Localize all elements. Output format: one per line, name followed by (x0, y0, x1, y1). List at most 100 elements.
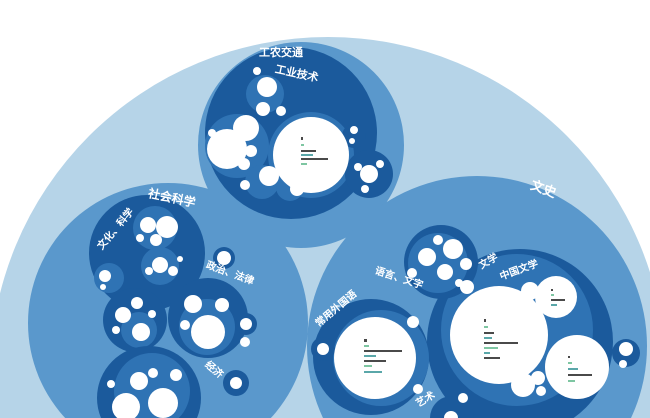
gongye-leaf-c[interactable] (257, 77, 277, 97)
zhongguo-bar-3 (484, 332, 494, 334)
gongye-leaf-o[interactable] (349, 138, 355, 144)
gongye-leaf-n[interactable] (350, 126, 358, 134)
zhongguo-b-bar-3 (551, 299, 565, 301)
changyong-bar-4 (364, 355, 376, 357)
shehui-leaf-w[interactable] (148, 388, 178, 418)
gongye-leaf-g[interactable] (245, 145, 257, 157)
zhongguo-leaf-h[interactable] (536, 386, 546, 396)
gongye-bar-3 (301, 150, 316, 152)
shehui-leaf-y[interactable] (130, 372, 148, 390)
changyong-bar-1 (364, 339, 367, 342)
zhongguo-bar-1 (484, 319, 486, 322)
gongye-leaf-d[interactable] (256, 102, 270, 116)
gongye-leaf-f[interactable] (238, 158, 250, 170)
zhongguo-leaf-big[interactable] (450, 286, 548, 384)
zhongguo-c-bar-2 (568, 362, 572, 364)
shehui-leaf-zc[interactable] (107, 380, 115, 388)
shehui-leaf-k[interactable] (191, 315, 225, 349)
shehui-leaf-v[interactable] (148, 310, 156, 318)
shehui-leaf-e[interactable] (152, 257, 168, 273)
zhongguo-c-bar-1 (568, 356, 570, 358)
gongye-bar-6 (301, 163, 307, 165)
yuyan-leaf-a[interactable] (443, 239, 463, 259)
gongye-bar-5 (301, 158, 328, 160)
zhongguo-leaf-f[interactable] (531, 371, 545, 385)
gongye-leaf-e[interactable] (259, 166, 279, 186)
zhongguo-bar-7 (484, 352, 490, 354)
zhongguo-c-bar-5 (568, 380, 575, 382)
yuyan-leaf-g[interactable] (455, 279, 463, 287)
zhongguo-leaf-e[interactable] (511, 373, 535, 397)
gongye-leaf-a[interactable] (207, 129, 247, 169)
group-shehui: 社会科学 文化、科学 政治、法律 经济 (28, 183, 308, 418)
gongye-leaf-i[interactable] (240, 180, 250, 190)
shehui-leaf-h[interactable] (177, 256, 183, 262)
zhongguo-leaf-g[interactable] (460, 280, 474, 294)
wenshi-leaf-right-2[interactable] (619, 360, 627, 368)
zhongguo-leaf-c[interactable] (545, 335, 609, 399)
gongye-leaf-b[interactable] (233, 115, 259, 141)
gongye-leaf-l[interactable] (376, 160, 384, 168)
gongye-leaf-p[interactable] (276, 106, 286, 116)
group-wenshi: 文史 语言、文字 常用外国语 文学 中国文学 艺术 (307, 176, 647, 418)
changyong-bar-3 (364, 350, 402, 352)
yuyan-leaf-d[interactable] (460, 258, 472, 270)
wenshi-leaf-right[interactable] (619, 342, 633, 356)
shehui-leaf-za[interactable] (148, 368, 158, 378)
shehui-leaf-g[interactable] (145, 267, 153, 275)
group-gongnong: 工农交通 工业技术 (198, 42, 404, 248)
shehui-leaf-q[interactable] (240, 337, 250, 347)
zhongguo-bar-8 (484, 357, 500, 359)
shehui-leaf-c[interactable] (150, 234, 162, 246)
zhongguo-b-bar-4 (551, 304, 557, 306)
shehui-leaf-f[interactable] (168, 266, 178, 276)
yuyan-leaf-b[interactable] (418, 248, 436, 266)
shehui-leaf-p[interactable] (240, 318, 252, 330)
shehui-leaf-u[interactable] (112, 326, 120, 334)
gongye-bar-1 (301, 137, 303, 140)
gongye-leaf-k[interactable] (354, 163, 362, 171)
shehui-leaf-r[interactable] (132, 323, 150, 341)
changyong-leaf-big[interactable] (334, 317, 416, 399)
shehui-leaf-i[interactable] (99, 270, 111, 282)
gongye-side-group-2[interactable] (342, 124, 366, 148)
changyong-bar-5 (364, 360, 386, 362)
zhongguo-leaf-d[interactable] (521, 282, 539, 300)
shehui-leaf-z[interactable] (170, 369, 182, 381)
changyong-leaf-b[interactable] (407, 316, 419, 328)
shehui-leaf-m[interactable] (215, 298, 229, 312)
shehui-leaf-l[interactable] (184, 295, 202, 313)
zhongguo-bar-6 (484, 347, 498, 349)
zhongguo-b-bar-1 (551, 289, 553, 291)
zhongguo-bar-5 (484, 342, 518, 344)
changyong-bar-2 (364, 345, 369, 347)
shehui-leaf-a[interactable] (156, 216, 178, 238)
wenshi-leaf-left[interactable] (317, 343, 329, 355)
yishu-leaf[interactable] (444, 411, 458, 418)
shehui-leaf-d[interactable] (136, 234, 144, 242)
shehui-leaf-o[interactable] (217, 251, 231, 265)
shehui-leaf-x[interactable] (112, 393, 140, 418)
yuyan-leaf-c[interactable] (437, 264, 453, 280)
shehui-leaf-j[interactable] (100, 284, 106, 290)
shehui-leaf-b[interactable] (140, 217, 156, 233)
shehui-leaf-zb[interactable] (230, 377, 242, 389)
gongye-leaf-j[interactable] (360, 165, 378, 183)
yuyan-leaf-e[interactable] (407, 268, 417, 278)
changyong-bar-6 (364, 365, 372, 367)
gongye-leaf-r[interactable] (208, 129, 216, 137)
shehui-leaf-t[interactable] (131, 297, 143, 309)
yuyan-leaf-f[interactable] (433, 235, 443, 245)
zhongguo-leaf-b[interactable] (535, 276, 577, 318)
gongye-leaf-m[interactable] (361, 185, 369, 193)
gongye-leaf-h[interactable] (290, 182, 304, 196)
zhongguo-c-bar-4 (568, 374, 592, 376)
changyong-leaf-c[interactable] (413, 384, 423, 394)
gongnong-label: 工农交通 (259, 45, 303, 59)
zhongguo-leaf-i[interactable] (458, 393, 468, 403)
shehui-leaf-n[interactable] (180, 320, 190, 330)
gongye-leaf-q[interactable] (253, 67, 261, 75)
shehui-leaf-s[interactable] (115, 307, 131, 323)
